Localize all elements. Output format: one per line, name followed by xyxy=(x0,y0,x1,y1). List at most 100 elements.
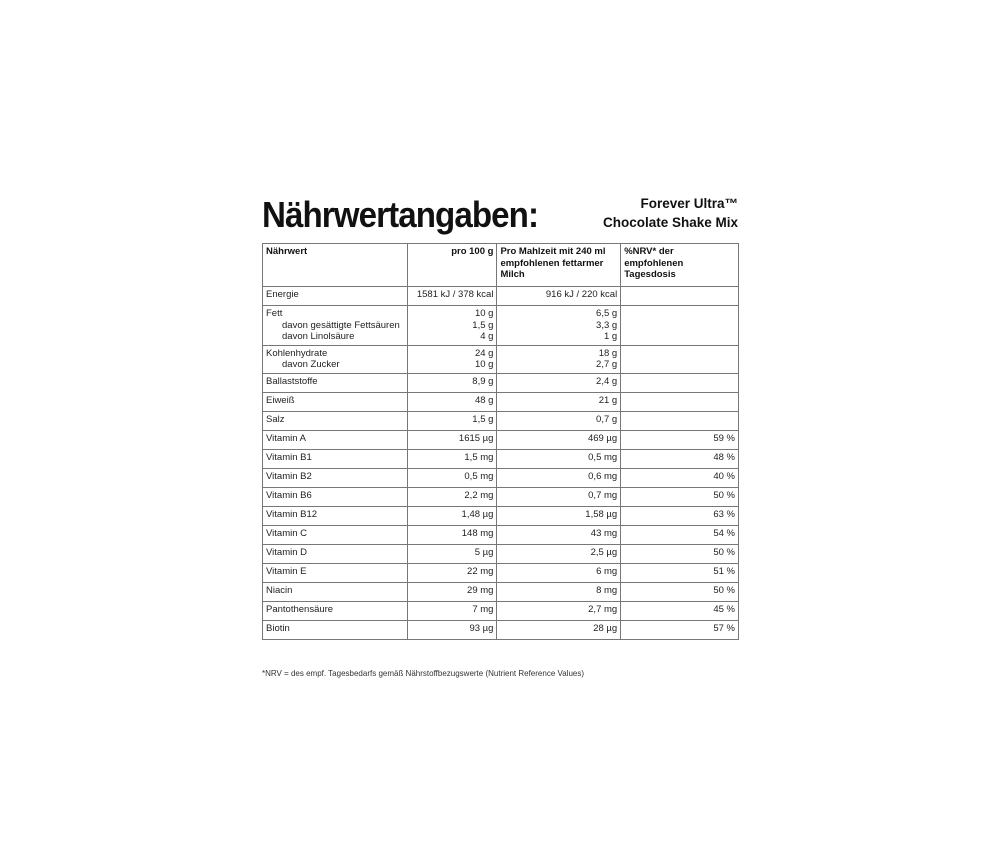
cell-p100: 1615 µg xyxy=(406,429,498,450)
cell-name: Vitamin B1 xyxy=(262,448,408,469)
cell-name: Biotin xyxy=(262,619,408,640)
cell-nrv: 51 % xyxy=(620,562,739,583)
cell-nrv xyxy=(620,286,739,306)
cell-line: 43 mg xyxy=(590,527,618,539)
table-row: Pantothensäure 7 mg 2,7 mg 45 % xyxy=(262,600,739,621)
cell-line: Eiweiß xyxy=(266,394,295,406)
cell-line: 2,5 µg xyxy=(590,546,618,558)
table-row: Vitamin B12 1,48 µg 1,58 µg 63 % xyxy=(262,505,739,526)
cell-line: 1,5 g xyxy=(472,319,494,331)
table-row: Energie 1581 kJ / 378 kcal 916 kJ / 220 kc… xyxy=(262,286,739,306)
cell-name: Niacin xyxy=(262,581,408,602)
cell-meal: 2,4 g xyxy=(496,372,622,393)
table-row: Vitamin B1 1,5 mg 0,5 mg 48 % xyxy=(262,448,739,469)
cell-nrv: 57 % xyxy=(620,619,739,640)
cell-line: 24 g xyxy=(474,347,494,359)
cell-line: 93 µg xyxy=(469,622,494,634)
cell-line: Vitamin A xyxy=(266,432,306,444)
header-per-100g: pro 100 g xyxy=(406,243,498,287)
cell-nrv xyxy=(620,305,739,346)
table-row: Vitamin E 22 mg 6 mg 51 % xyxy=(262,562,739,583)
footnote: *NRV = des empf. Tagesbedarfs gemäß Nähr… xyxy=(262,669,585,678)
cell-meal: 8 mg xyxy=(496,581,622,602)
cell-line: Salz xyxy=(266,413,285,425)
cell-nrv xyxy=(620,391,739,412)
cell-line: 48 g xyxy=(474,394,494,406)
cell-line: Vitamin C xyxy=(266,527,308,539)
cell-nrv: 40 % xyxy=(620,467,739,488)
cell-line: Ballaststoffe xyxy=(266,375,318,387)
header-per-meal: Pro Mahlzeit mit 240 ml empfohlenen fett… xyxy=(496,243,622,287)
header-nrv: %NRV* der empfohlenen Tagesdosis xyxy=(620,243,739,287)
cell-line: 7 mg xyxy=(472,603,494,615)
product-line: Forever Ultra™ xyxy=(640,196,738,211)
table-row: Vitamin D 5 µg 2,5 µg 50 % xyxy=(262,543,739,564)
cell-line: davon Zucker xyxy=(282,359,340,370)
cell-p100: 48 g xyxy=(406,391,498,412)
product-name: Forever Ultra™ Chocolate Shake Mix xyxy=(603,194,738,232)
cell-line: Fett xyxy=(266,308,283,319)
cell-meal: 0,7 mg xyxy=(496,486,622,507)
table-row: Fett davon gesättigte Fettsäuren davon Lin… xyxy=(262,305,739,346)
cell-name: Kohlenhydrate davon Zucker xyxy=(262,344,408,374)
table-row: Salz 1,5 g 0,7 g xyxy=(262,410,739,431)
cell-line: 18 g xyxy=(598,347,618,359)
cell-nrv xyxy=(620,372,739,393)
cell-line: 1,48 µg xyxy=(461,508,494,520)
table-row: Vitamin A 1615 µg 469 µg 59 % xyxy=(262,429,739,450)
cell-line: davon gesättigte Fettsäuren xyxy=(282,319,400,331)
cell-name: Pantothensäure xyxy=(262,600,408,621)
cell-meal: 21 g xyxy=(496,391,622,412)
table-row: Ballaststoffe 8,9 g 2,4 g xyxy=(262,372,739,393)
cell-line: 0,6 mg xyxy=(588,470,618,482)
cell-line: 4 g xyxy=(480,331,494,342)
table-row: Biotin 93 µg 28 µg 57 % xyxy=(262,619,739,640)
cell-line: Vitamin B1 xyxy=(266,451,312,463)
cell-nrv xyxy=(620,410,739,431)
cell-name: Vitamin E xyxy=(262,562,408,583)
cell-line: 8,9 g xyxy=(472,375,494,387)
cell-nrv: 50 % xyxy=(620,486,739,507)
cell-line: Vitamin B2 xyxy=(266,470,312,482)
nutrition-table: Nährwert pro 100 g Pro Mahlzeit mit 240 … xyxy=(262,243,739,640)
cell-nrv: 50 % xyxy=(620,543,739,564)
cell-name: Eiweiß xyxy=(262,391,408,412)
cell-line: 21 g xyxy=(598,394,618,406)
cell-name: Vitamin B6 xyxy=(262,486,408,507)
cell-line: 29 mg xyxy=(467,584,494,596)
cell-line: 6,5 g xyxy=(596,308,618,319)
cell-p100: 93 µg xyxy=(406,619,498,640)
cell-line: 5 µg xyxy=(474,546,494,558)
cell-line: Biotin xyxy=(266,622,290,634)
cell-line: Kohlenhydrate xyxy=(266,347,328,359)
cell-line: 0,7 mg xyxy=(588,489,618,501)
cell-nrv: 45 % xyxy=(620,600,739,621)
cell-line: 0,5 mg xyxy=(588,451,618,463)
cell-line: 2,7 mg xyxy=(588,603,618,615)
cell-line: 28 µg xyxy=(593,622,618,634)
cell-p100: 1,5 g xyxy=(406,410,498,431)
cell-line: Energie xyxy=(266,289,299,300)
cell-line: 10 g xyxy=(474,359,494,370)
table-row: Vitamin C 148 mg 43 mg 54 % xyxy=(262,524,739,545)
cell-p100: 0,5 mg xyxy=(406,467,498,488)
cell-line: 1615 µg xyxy=(458,432,494,444)
cell-p100: 22 mg xyxy=(406,562,498,583)
cell-line: 3,3 g xyxy=(596,319,618,331)
cell-line: Vitamin B12 xyxy=(266,508,318,520)
cell-line: Vitamin B6 xyxy=(266,489,312,501)
cell-name: Energie xyxy=(262,286,408,306)
cell-line: 469 µg xyxy=(587,432,618,444)
cell-meal: 6 mg xyxy=(496,562,622,583)
cell-nrv xyxy=(620,344,739,374)
cell-meal: 0,5 mg xyxy=(496,448,622,469)
cell-line: 1581 kJ / 378 kcal xyxy=(416,289,494,300)
cell-line: 148 mg xyxy=(461,527,494,539)
cell-meal: 2,5 µg xyxy=(496,543,622,564)
cell-p100: 5 µg xyxy=(406,543,498,564)
cell-nrv: 59 % xyxy=(620,429,739,450)
cell-line: Niacin xyxy=(266,584,293,596)
cell-p100: 8,9 g xyxy=(406,372,498,393)
cell-p100: 7 mg xyxy=(406,600,498,621)
cell-line: Vitamin D xyxy=(266,546,308,558)
